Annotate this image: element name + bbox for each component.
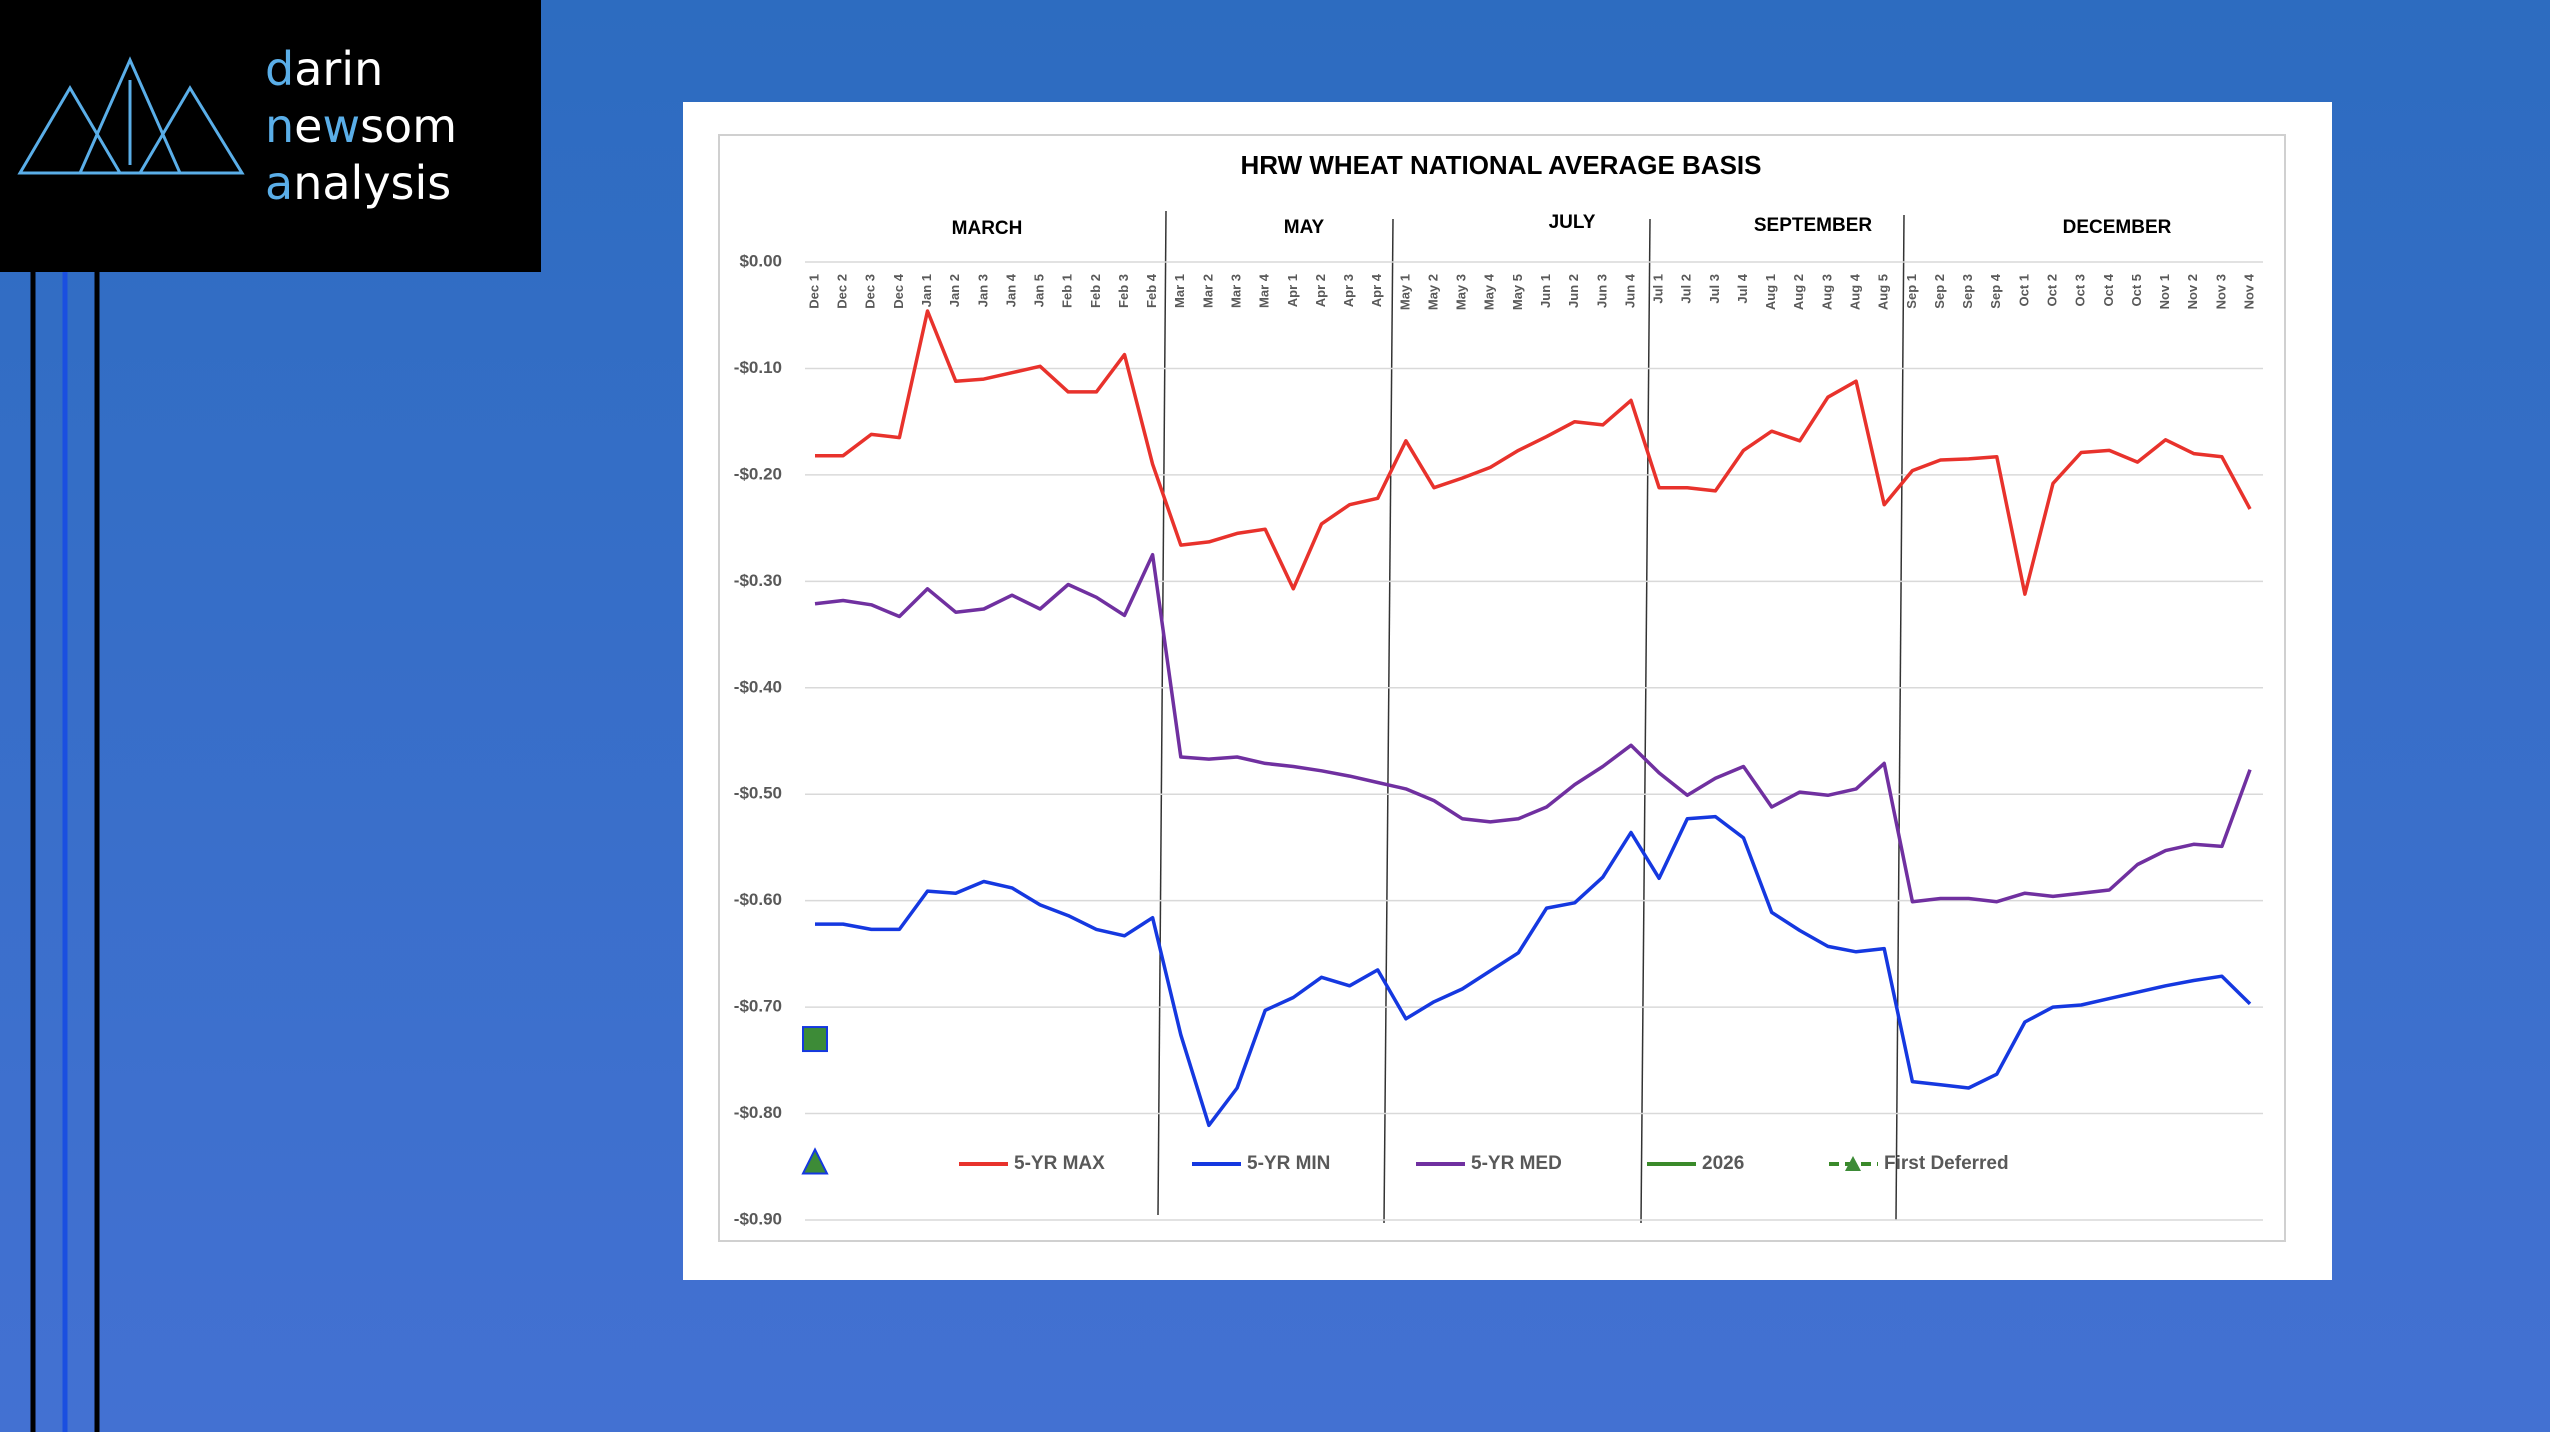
- x-tick-label: May 2: [1425, 274, 1440, 310]
- y-tick-label: -$0.90: [734, 1209, 782, 1228]
- logo-segment: som: [360, 99, 457, 153]
- legend-marker: [1845, 1156, 1861, 1171]
- y-tick-label: -$0.80: [734, 1103, 782, 1122]
- x-tick-label: May 4: [1482, 273, 1497, 310]
- x-tick-label: Oct 5: [2129, 274, 2144, 307]
- logo-segment: n: [265, 99, 294, 153]
- x-tick-label: Mar 2: [1200, 274, 1215, 308]
- legend-label: 5-YR MIN: [1247, 1153, 1330, 1174]
- point-marker: [802, 1026, 828, 1053]
- logo-box: [0, 0, 541, 272]
- section-label: JULY: [1549, 212, 1596, 233]
- section-label: DECEMBER: [2063, 217, 2172, 238]
- x-tick-label: Aug 4: [1848, 273, 1863, 310]
- x-tick-label: Aug 1: [1763, 274, 1778, 310]
- x-tick-label: Feb 4: [1144, 273, 1159, 308]
- series-line: [815, 309, 2252, 596]
- legend-label: 2026: [1702, 1153, 1744, 1174]
- x-tick-label: Sep 1: [1904, 274, 1919, 309]
- legend-label: 5-YR MAX: [1014, 1153, 1105, 1174]
- section-label: MAY: [1284, 217, 1325, 238]
- x-tick-label: Jun 3: [1594, 274, 1609, 308]
- y-tick-label: -$0.10: [734, 358, 782, 377]
- x-tick-label: Oct 4: [2101, 273, 2116, 306]
- x-tick-label: Mar 1: [1172, 274, 1187, 308]
- section-label: SEPTEMBER: [1754, 215, 1873, 236]
- logo-segment: e: [294, 99, 322, 153]
- x-tick-label: Jul 3: [1707, 274, 1722, 304]
- x-tick-label: Feb 1: [1060, 274, 1075, 308]
- y-tick-label: -$0.30: [734, 571, 782, 590]
- x-tick-label: May 1: [1397, 274, 1412, 310]
- x-tick-label: Mar 4: [1257, 273, 1272, 308]
- x-tick-label: Apr 2: [1313, 274, 1328, 307]
- x-tick-label: Dec 1: [806, 274, 821, 309]
- x-tick-label: Jan 2: [947, 274, 962, 307]
- x-tick-label: Oct 1: [2016, 274, 2031, 307]
- series-line: [814, 552, 2252, 904]
- x-tick-label: May 5: [1510, 274, 1525, 310]
- y-tick-label: $0.00: [739, 251, 782, 270]
- section-label: MARCH: [952, 218, 1023, 239]
- x-tick-label: Aug 3: [1819, 274, 1834, 310]
- y-tick-label: -$0.50: [734, 784, 782, 803]
- x-tick-label: Dec 3: [863, 274, 878, 309]
- x-tick-label: Jun 1: [1538, 274, 1553, 308]
- x-tick-label: Mar 3: [1228, 274, 1243, 308]
- x-tick-label: Jan 5: [1032, 274, 1047, 307]
- x-tick-label: Feb 2: [1088, 274, 1103, 308]
- section-dividers: [1157, 210, 1905, 1224]
- logo-segment: nalysis: [293, 156, 451, 210]
- x-tick-label: Aug 5: [1876, 274, 1891, 310]
- x-tick-label: Nov 4: [2241, 273, 2256, 309]
- y-tick-label: -$0.60: [734, 890, 782, 909]
- x-tick-label: Aug 2: [1791, 274, 1806, 310]
- x-tick-label: Jul 2: [1679, 274, 1694, 304]
- logo-line: newsom: [265, 99, 457, 153]
- logo-segment: arin: [294, 42, 383, 96]
- x-tick-label: Dec 4: [891, 273, 906, 308]
- y-tick-label: -$0.70: [734, 997, 782, 1016]
- point-marker: [801, 1147, 829, 1175]
- plot: $0.00 -$0.10 -$0.20 -$0.30 -$0.40 -$0.50 -$0.6…: [734, 212, 2263, 1228]
- series-line: [815, 814, 2252, 1128]
- x-tick-label: Apr 3: [1341, 274, 1356, 307]
- x-tick-label: Nov 1: [2157, 274, 2172, 309]
- logo-segment: a: [265, 156, 293, 210]
- logo-segment: d: [265, 42, 294, 96]
- x-tick-label: Jun 4: [1622, 273, 1637, 308]
- x-tick-label: Dec 2: [835, 274, 850, 309]
- x-tick-label: Sep 2: [1932, 274, 1947, 309]
- x-tick-label: Oct 2: [2044, 274, 2059, 307]
- logo-icon: [17, 56, 245, 175]
- chart-title: HRW WHEAT NATIONAL AVERAGE BASIS: [1241, 150, 1762, 180]
- x-tick-label: Jan 3: [975, 274, 990, 307]
- legend-label: 5-YR MED: [1471, 1153, 1562, 1174]
- x-tick-label: Oct 3: [2073, 274, 2088, 307]
- y-tick-label: -$0.40: [734, 677, 782, 696]
- logo-line: analysis: [265, 156, 451, 210]
- legend-label: First Deferred: [1884, 1153, 2009, 1174]
- logo-segment: w: [322, 99, 360, 153]
- x-tick-label: Jun 2: [1566, 274, 1581, 308]
- x-tick-label: Feb 3: [1116, 274, 1131, 308]
- x-tick-label: Jul 1: [1651, 274, 1666, 304]
- x-tick-label: Nov 3: [2213, 274, 2228, 309]
- x-tick-label: May 3: [1454, 274, 1469, 310]
- y-tick-label: -$0.20: [734, 464, 782, 483]
- logo-line: darin: [265, 42, 383, 96]
- x-tick-label: Nov 2: [2185, 274, 2200, 309]
- x-tick-label: Sep 4: [1988, 273, 2003, 308]
- x-tick-label: Sep 3: [1960, 274, 1975, 309]
- x-tick-label: Apr 1: [1285, 274, 1300, 307]
- x-tick-label: Jan 4: [1003, 273, 1018, 307]
- x-tick-label: Jan 1: [919, 274, 934, 307]
- x-tick-label: Apr 4: [1369, 273, 1384, 307]
- x-tick-label: Jul 4: [1735, 273, 1750, 303]
